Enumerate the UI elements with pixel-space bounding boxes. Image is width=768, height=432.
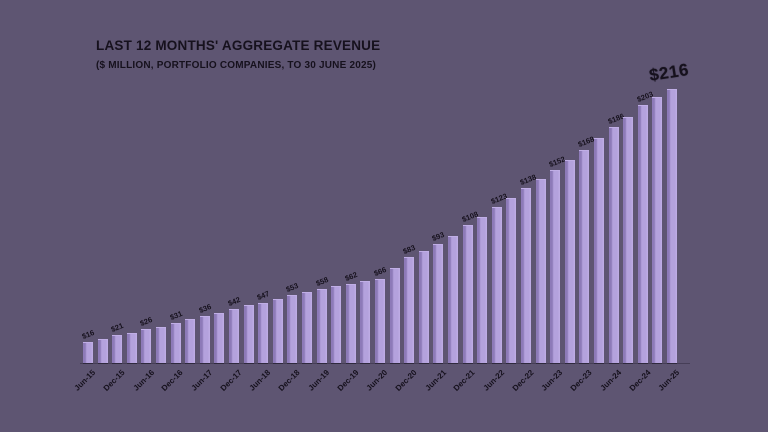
bar-value-label: $26 [139, 314, 154, 328]
bar-value-label: $21 [109, 320, 125, 334]
bar-value-label: $42 [226, 294, 242, 308]
bar [594, 138, 604, 363]
x-axis-tick-label: Dec-20 [393, 368, 419, 393]
x-axis-tick-label: Dec-16 [160, 368, 185, 393]
bar-value-label: $31 [168, 308, 184, 322]
bar [287, 295, 298, 363]
chart-subtitle: ($ MILLION, PORTFOLIO COMPANIES, TO 30 J… [96, 60, 377, 71]
title-block: LAST 12 MONTHS' AGGREGATE REVENUE ($ MIL… [96, 38, 380, 71]
bar-value-label-highlight: $216 [647, 60, 691, 86]
x-axis-tick-label: Jun-25 [656, 368, 682, 393]
bar-value-label: $62 [343, 269, 359, 283]
bar [170, 323, 181, 363]
bar [97, 339, 108, 363]
x-axis-tick-label: Dec-24 [627, 368, 653, 393]
bar [667, 89, 677, 363]
bar [375, 279, 385, 363]
bar [345, 284, 356, 363]
bar-value-label: $93 [431, 229, 446, 243]
bar [433, 244, 444, 363]
bar-value-label: $47 [255, 288, 271, 302]
bar [608, 127, 619, 363]
bar [404, 257, 415, 363]
x-axis-tick-label: Jun-23 [539, 368, 565, 393]
bar [141, 329, 152, 363]
bar [199, 316, 210, 363]
x-axis-tick-label: Jun-24 [598, 368, 623, 393]
bar [462, 225, 473, 363]
bar [448, 236, 458, 363]
bar [521, 188, 531, 363]
bar [126, 333, 137, 363]
bar [156, 327, 166, 363]
bar [272, 299, 283, 363]
x-axis-tick-label: Dec-19 [335, 368, 361, 393]
x-axis-tick-label: Jun-19 [306, 368, 331, 393]
x-axis-tick-label: Jun-16 [131, 368, 156, 393]
bar [477, 217, 488, 363]
bar [316, 289, 327, 363]
x-axis-tick-label: Dec-17 [218, 368, 244, 393]
x-axis-tick-label: Jun-22 [481, 368, 507, 393]
bar [564, 160, 575, 363]
bar [331, 286, 342, 363]
bar [258, 303, 269, 363]
bar [243, 305, 254, 363]
x-axis-tick-label: Jun-15 [72, 368, 98, 393]
bar [535, 179, 546, 363]
bar-value-label: $53 [285, 280, 300, 294]
bar [185, 319, 196, 363]
x-axis-tick-label: Dec-15 [101, 368, 127, 393]
x-axis-tick-label: Jun-20 [364, 368, 390, 393]
x-axis-tick-label: Dec-21 [452, 368, 477, 393]
bar-value-label: $83 [401, 242, 417, 256]
bar [302, 292, 312, 363]
bar-value-label: $58 [314, 274, 330, 288]
bar [112, 335, 123, 363]
x-axis-tick-label: Jun-18 [247, 368, 273, 393]
bar-value-label: $36 [197, 301, 213, 315]
bar [550, 170, 561, 363]
bar [83, 342, 93, 363]
bar [389, 268, 400, 363]
x-axis-line [80, 363, 690, 364]
x-axis-tick-label: Dec-18 [276, 368, 302, 393]
bar [360, 281, 371, 363]
bar [652, 97, 663, 363]
x-axis-tick-label: Jun-17 [189, 368, 215, 393]
bar [579, 150, 590, 363]
bar-value-label: $66 [372, 264, 388, 278]
bar [418, 251, 429, 363]
bar [637, 105, 648, 363]
x-axis-tick-label: Dec-23 [568, 368, 594, 393]
x-axis-tick-label: Jun-21 [423, 368, 448, 393]
chart-title: LAST 12 MONTHS' AGGREGATE REVENUE [96, 38, 381, 53]
bar [229, 309, 239, 363]
bar [506, 198, 517, 363]
bar [623, 117, 634, 363]
x-axis-tick-label: Dec-22 [510, 368, 536, 393]
bar-value-label: $16 [80, 327, 96, 341]
bar [491, 207, 502, 363]
bar [214, 313, 225, 363]
